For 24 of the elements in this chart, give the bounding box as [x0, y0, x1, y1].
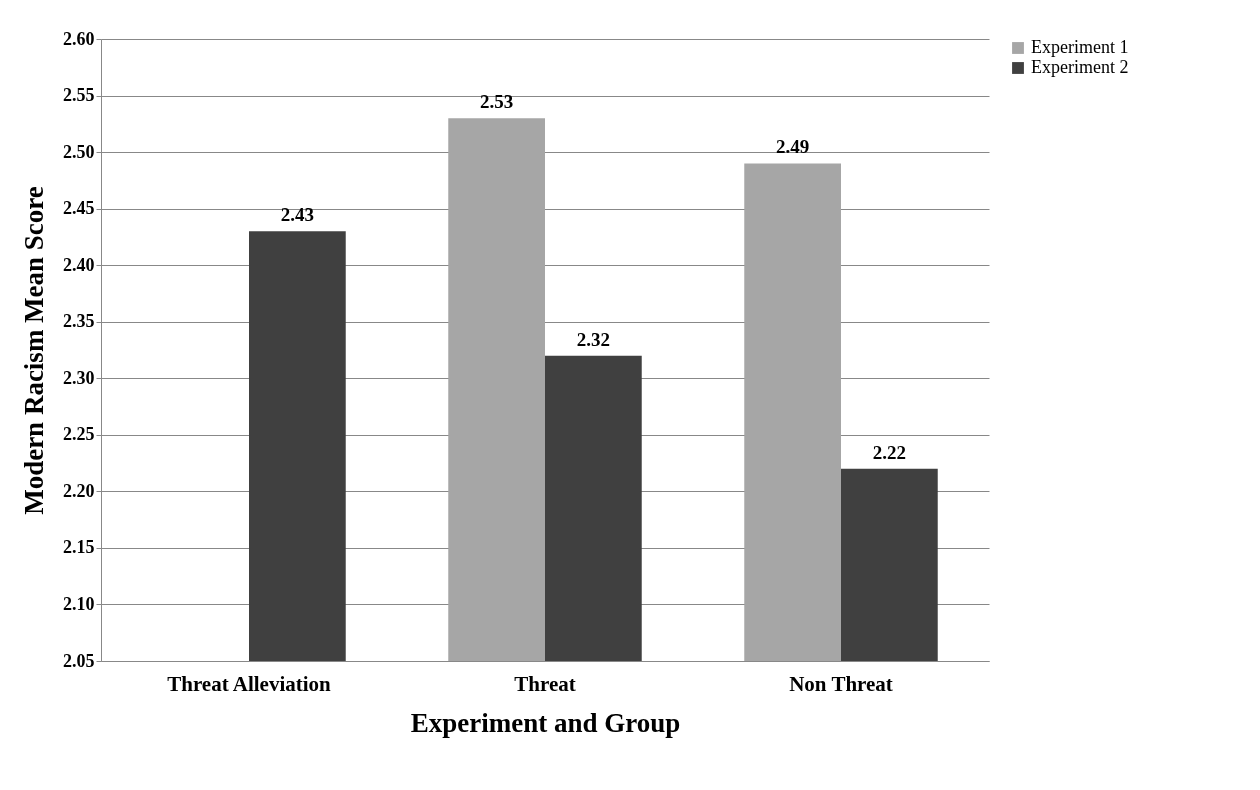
data-label: 2.49 — [776, 136, 810, 158]
y-tick-label: 2.15 — [63, 537, 95, 558]
data-label: 2.22 — [872, 441, 906, 463]
y-tick-label: 2.35 — [63, 311, 95, 332]
y-tick-label: 2.05 — [63, 650, 95, 671]
y-axis-title: Modern Racism Mean Score — [19, 186, 49, 515]
y-tick-label: 2.25 — [63, 424, 95, 445]
y-tick-label: 2.45 — [63, 198, 95, 219]
y-tick-label: 2.30 — [63, 367, 95, 388]
data-label: 2.53 — [480, 91, 514, 113]
y-tick-label: 2.50 — [63, 141, 95, 162]
y-tick-label: 2.55 — [63, 85, 95, 106]
y-tick-label: 2.20 — [63, 480, 95, 501]
legend-label: Experiment 1 — [1031, 37, 1129, 57]
data-label: 2.43 — [280, 204, 314, 226]
y-tick-label: 2.10 — [63, 593, 95, 614]
y-tick-label: 2.40 — [63, 254, 95, 275]
legend-label: Experiment 2 — [1031, 57, 1129, 77]
data-label: 2.32 — [576, 328, 610, 350]
x-axis-title: Experiment and Group — [410, 707, 681, 738]
x-tick-label: Threat Alleviation — [167, 671, 332, 696]
x-tick-label: Non Threat — [789, 671, 893, 696]
y-tick-label: 2.60 — [63, 28, 95, 49]
x-tick-label: Threat — [514, 671, 576, 696]
